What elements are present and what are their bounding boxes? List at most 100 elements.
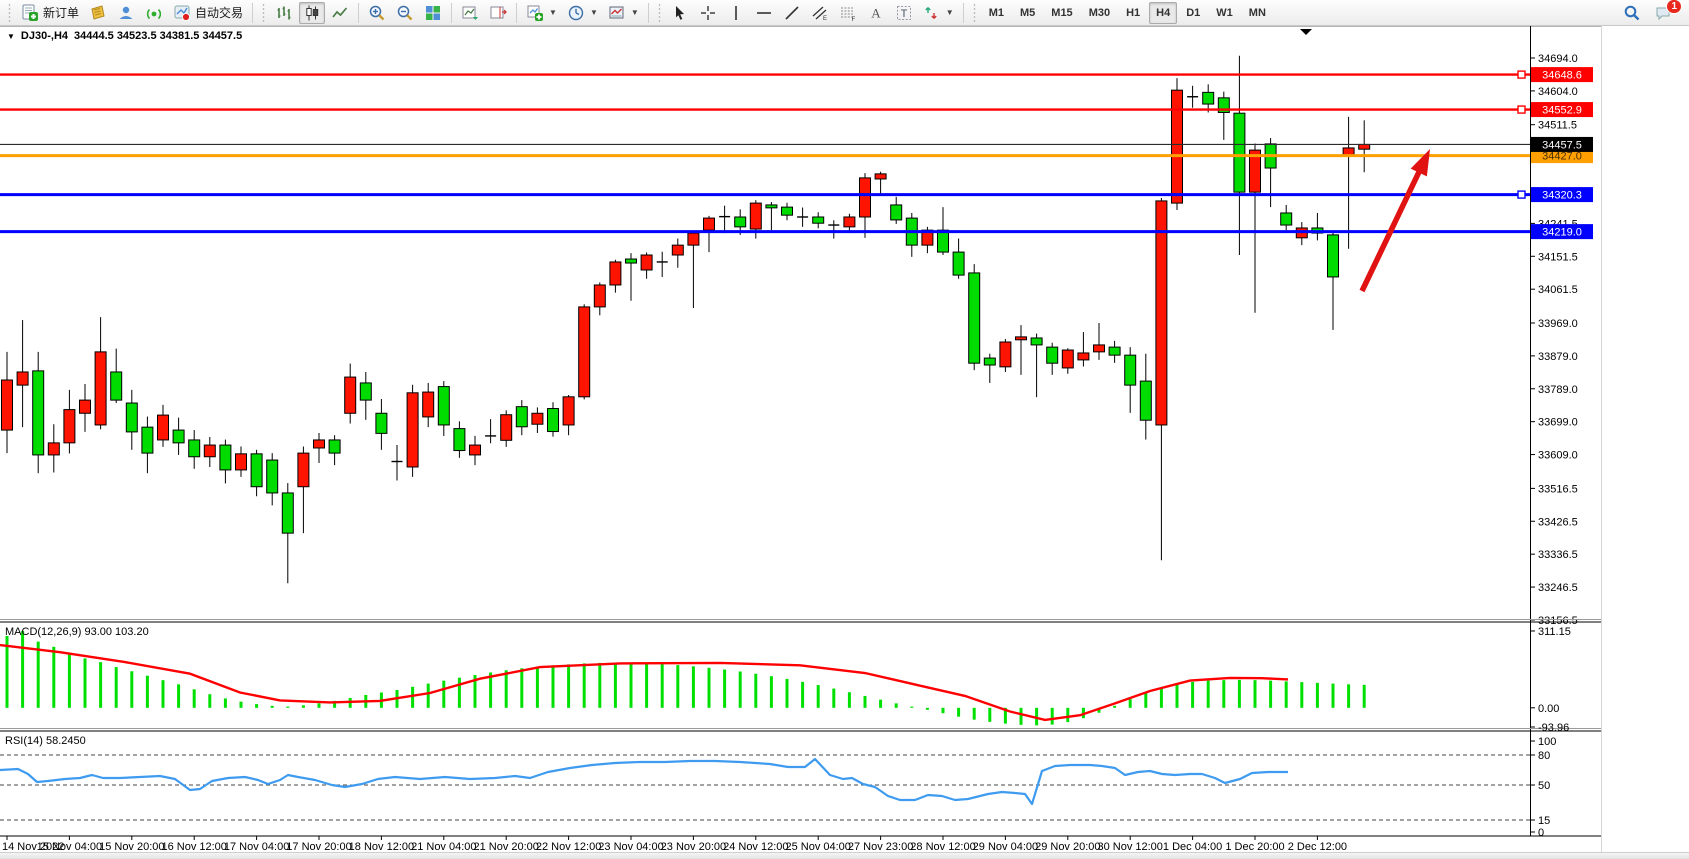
svg-text:21 Nov 20:00: 21 Nov 20:00 (473, 841, 538, 852)
toolbar-grip (656, 3, 662, 22)
svg-text:22 Nov 12:00: 22 Nov 12:00 (536, 841, 601, 852)
signals-button[interactable] (141, 2, 167, 24)
svg-text:33789.0: 33789.0 (1538, 384, 1578, 396)
svg-text:34320.3: 34320.3 (1542, 190, 1582, 202)
toolbar-separator (647, 2, 649, 23)
timeframe-mn[interactable]: MN (1242, 2, 1273, 24)
svg-text:33879.0: 33879.0 (1538, 351, 1578, 363)
svg-text:27 Nov 23:00: 27 Nov 23:00 (848, 841, 913, 852)
toolbar-separator (358, 2, 360, 23)
chevron-down-icon: ▼ (7, 31, 15, 41)
autotrading-button[interactable]: 自动交易 (169, 2, 247, 24)
svg-text:29 Nov 04:00: 29 Nov 04:00 (973, 841, 1038, 852)
timeframe-m15[interactable]: M15 (1044, 2, 1079, 24)
timeframe-h1[interactable]: H1 (1119, 2, 1147, 24)
zoom-in-button[interactable] (364, 2, 390, 24)
tile-windows-icon (424, 4, 442, 22)
horizontal-line-button[interactable] (751, 2, 777, 24)
templates-icon (608, 4, 626, 22)
svg-text:33699.0: 33699.0 (1538, 417, 1578, 429)
metaeditor-button[interactable] (85, 2, 111, 24)
svg-text:33426.5: 33426.5 (1538, 516, 1578, 528)
svg-text:18 Nov 12:00: 18 Nov 12:00 (349, 841, 414, 852)
svg-text:34061.5: 34061.5 (1538, 284, 1578, 296)
svg-text:23 Nov 20:00: 23 Nov 20:00 (661, 841, 726, 852)
timeframe-m30[interactable]: M30 (1082, 2, 1117, 24)
svg-text:16 Nov 12:00: 16 Nov 12:00 (161, 841, 226, 852)
trendline-button[interactable] (779, 2, 805, 24)
trendline-icon (783, 4, 801, 22)
templates-button[interactable]: ▼ (604, 2, 643, 24)
svg-text:311.15: 311.15 (1538, 626, 1571, 638)
zoom-out-icon (396, 4, 414, 22)
arrows-button[interactable]: ▼ (919, 2, 958, 24)
search-button[interactable] (1619, 2, 1645, 24)
candlestick-button[interactable] (299, 1, 326, 24)
svg-text:23 Nov 04:00: 23 Nov 04:00 (598, 841, 663, 852)
bar-chart-icon (275, 4, 293, 22)
crosshair-button[interactable] (695, 2, 721, 24)
text-label-icon: T (895, 4, 913, 22)
svg-text:T: T (900, 8, 907, 20)
timeframe-h4[interactable]: H4 (1149, 1, 1178, 24)
search-icon (1623, 4, 1641, 22)
text-label-button[interactable]: T (891, 2, 917, 24)
channel-button[interactable]: E (807, 2, 833, 24)
vertical-line-button[interactable] (723, 2, 749, 24)
svg-text:1 Dec 20:00: 1 Dec 20:00 (1225, 841, 1284, 852)
svg-text:0.00: 0.00 (1538, 703, 1559, 715)
toolbar-grip (971, 3, 977, 22)
timeframe-w1[interactable]: W1 (1209, 2, 1240, 24)
svg-text:17 Nov 04:00: 17 Nov 04:00 (224, 841, 289, 852)
price-chart-canvas[interactable]: 34694.034604.034511.534241.534151.534061… (0, 26, 1689, 852)
svg-text:F: F (851, 17, 855, 22)
profiles-button[interactable]: ▼ (563, 2, 602, 24)
new-order-button[interactable]: 新订单 (17, 2, 83, 24)
svg-text:15: 15 (1538, 815, 1550, 827)
timeframe-m5[interactable]: M5 (1013, 2, 1042, 24)
timeframe-m1[interactable]: M1 (982, 2, 1011, 24)
text-button[interactable]: A (863, 2, 889, 24)
chart-shift-button[interactable] (485, 2, 511, 24)
text-icon: A (867, 4, 885, 22)
notifications-button[interactable]: 1 (1651, 0, 1682, 24)
svg-text:17 Nov 20:00: 17 Nov 20:00 (286, 841, 351, 852)
svg-text:33969.0: 33969.0 (1538, 318, 1578, 330)
svg-text:33516.5: 33516.5 (1538, 483, 1578, 495)
svg-text:24 Nov 12:00: 24 Nov 12:00 (723, 841, 788, 852)
svg-text:A: A (871, 5, 881, 20)
community-button[interactable] (113, 2, 139, 24)
arrows-icon (923, 4, 941, 22)
chart-window[interactable]: ▼ DJ30-,H4 34444.5 34523.5 34381.5 34457… (0, 26, 1689, 852)
zoom-out-button[interactable] (392, 2, 418, 24)
vertical-line-icon (727, 4, 745, 22)
line-chart-button[interactable] (327, 2, 353, 24)
toolbar-grip (261, 3, 267, 22)
rsi-indicator-label: RSI(14) 58.2450 (5, 735, 86, 747)
svg-text:34457.5: 34457.5 (1542, 139, 1582, 151)
chart-shift-icon (489, 4, 507, 22)
crosshair-icon (699, 4, 717, 22)
svg-text:34694.0: 34694.0 (1538, 53, 1578, 65)
notification-badge: 1 (1666, 0, 1682, 14)
svg-text:34511.5: 34511.5 (1538, 120, 1577, 132)
svg-text:-93.96: -93.96 (1538, 722, 1569, 734)
cursor-button[interactable] (667, 2, 693, 24)
svg-text:1 Dec 04:00: 1 Dec 04:00 (1163, 841, 1222, 852)
toolbar-separator (451, 2, 453, 23)
line-chart-icon (331, 4, 349, 22)
status-bar (0, 852, 1689, 859)
bar-chart-button[interactable] (271, 2, 297, 24)
new-chart-button[interactable]: ▼ (522, 2, 561, 24)
zoom-in-icon (368, 4, 386, 22)
svg-text:33156.5: 33156.5 (1538, 615, 1578, 627)
svg-text:34219.0: 34219.0 (1542, 227, 1582, 239)
fibonacci-icon: F (839, 4, 857, 22)
svg-text:34604.0: 34604.0 (1538, 86, 1578, 98)
auto-scroll-button[interactable] (457, 2, 483, 24)
fibonacci-button[interactable]: F (835, 2, 861, 24)
tile-windows-button[interactable] (420, 2, 446, 24)
svg-text:0: 0 (1538, 827, 1544, 839)
timeframe-d1[interactable]: D1 (1179, 2, 1207, 24)
toolbar-separator (516, 2, 518, 23)
